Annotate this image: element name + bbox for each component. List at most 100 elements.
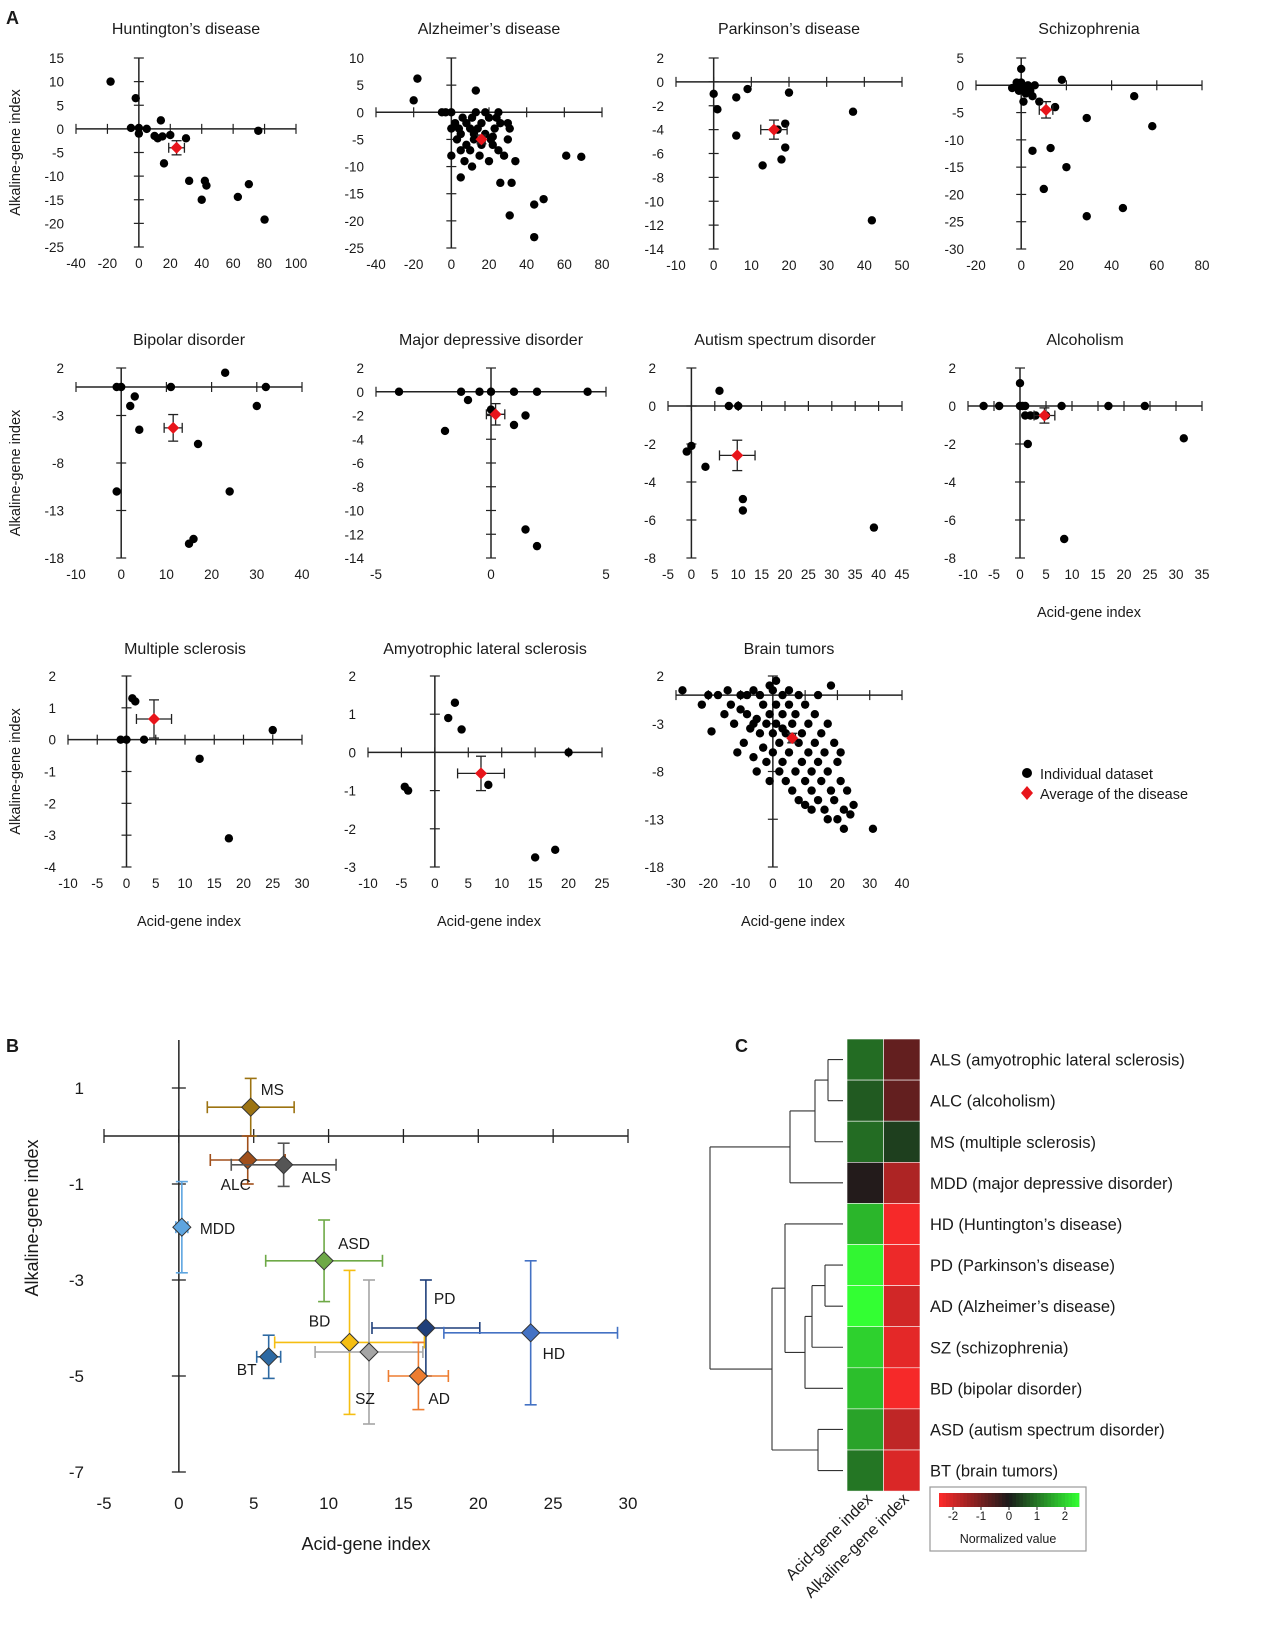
y-tick-label: -20: [344, 214, 364, 229]
colorbar-segment: [1023, 1493, 1027, 1507]
y-tick-label: 0: [356, 105, 364, 120]
series-label: MDD: [200, 1221, 235, 1238]
y-tick-label: -6: [652, 147, 664, 162]
combined-average-chart: -5 0 5 10 15 20 25 30 1 -1 -3 -5 -7 Acid-gene index Al…: [22, 1040, 637, 1554]
chart-title: Alcoholism: [1046, 332, 1123, 349]
colorbar-segment: [963, 1493, 968, 1507]
data-point: [778, 710, 787, 719]
data-point: [532, 541, 542, 551]
data-point: [1028, 92, 1037, 101]
average-marker: [273, 1155, 294, 1175]
data-point: [765, 710, 774, 719]
data-point: [820, 748, 829, 757]
data-point: [849, 800, 858, 810]
legend-dot-icon: [1022, 768, 1032, 778]
x-tick-label: 20: [781, 258, 796, 273]
data-point: [456, 146, 465, 155]
data-point: [817, 729, 826, 738]
data-point: [244, 179, 254, 189]
x-tick-label: 5: [711, 567, 719, 582]
data-point: [794, 795, 803, 805]
x-tick-label: 0: [688, 567, 696, 582]
y-tick-label: -20: [44, 216, 64, 231]
colorbar-segment: [1002, 1493, 1006, 1507]
data-point: [778, 690, 787, 700]
data-point: [742, 690, 752, 700]
colorbar-segment: [970, 1493, 975, 1507]
y-tick-label: -4: [352, 432, 364, 447]
y-tick-label: -8: [52, 456, 64, 471]
data-point: [749, 686, 758, 695]
y-tick-label: -12: [644, 218, 664, 233]
y-tick-label: -5: [352, 132, 364, 147]
data-point: [131, 697, 140, 706]
data-point: [142, 124, 151, 134]
series-label: ALC: [221, 1177, 251, 1194]
colorbar-segment: [953, 1493, 957, 1507]
data-point: [794, 690, 803, 700]
data-point: [117, 382, 126, 392]
data-point: [166, 130, 175, 140]
chart-title: Bipolar disorder: [133, 332, 246, 349]
x-tick-label: 5: [465, 876, 473, 891]
colorbar: -2 -1 0 1 2 Normalized value: [929, 1486, 1087, 1552]
data-point: [1020, 401, 1030, 411]
data-point: [749, 752, 758, 762]
x-tick-label: 35: [1194, 567, 1209, 582]
y-tick-label: -2: [944, 437, 956, 452]
legend-individual-label: Individual dataset: [1040, 767, 1153, 783]
data-point: [224, 834, 234, 843]
data-point: [800, 776, 810, 786]
average-marker: [731, 449, 744, 462]
data-point: [765, 776, 774, 786]
series-pd: PD: [371, 1279, 481, 1377]
x-tick-label: 10: [159, 567, 174, 582]
chart-title: Parkinson’s disease: [718, 21, 860, 38]
x-tick-label: 100: [285, 256, 308, 271]
y-tick-label: -14: [344, 551, 364, 566]
colorbar-segment: [960, 1493, 964, 1507]
colorbar-segment: [988, 1493, 992, 1507]
y-tick-label: -3: [52, 409, 64, 424]
x-tick-label: 5: [1042, 567, 1050, 582]
scatter-panel-8: -10 -5 0 5 10 15 20 25 30 3520-2-4-6-8AlcoholismA…: [944, 332, 1210, 621]
y-tick-label: -3: [652, 717, 664, 732]
data-point: [687, 441, 696, 451]
data-point: [771, 719, 781, 728]
series-ms: MS: [206, 1077, 295, 1137]
data-point: [130, 392, 139, 401]
y-tick-label: 2: [648, 361, 656, 376]
data-point: [475, 387, 484, 396]
x-tick-label: -5: [370, 567, 382, 582]
data-point: [409, 96, 418, 105]
heatmap-row: AD (Alzheimer’s disease): [846, 1285, 1116, 1327]
average-marker: [167, 421, 180, 434]
data-point: [738, 494, 748, 504]
data-point: [736, 705, 745, 714]
heatmap-cell: [846, 1162, 884, 1204]
data-point: [804, 748, 813, 757]
row-label: BD (bipolar disorder): [930, 1380, 1082, 1398]
y-tick-label: -1: [344, 784, 356, 799]
y-tick-label: -30: [944, 242, 964, 257]
x-tick-label: 20: [469, 1494, 488, 1513]
data-point: [810, 738, 820, 748]
data-point: [521, 525, 530, 534]
y-tick-label: 10: [349, 51, 364, 66]
y-tick-label: -2: [644, 437, 656, 452]
y-axis-label: Alkaline-gene index: [8, 707, 24, 834]
heatmap-cell: [883, 1367, 921, 1410]
scatter-panel-2: -40 -20 0 20 40 60 80 10 5 0 -5 -10 -15 -20 -25 Alzheim…: [344, 21, 609, 272]
data-point: [777, 155, 786, 164]
heatmap-cell: [883, 1162, 921, 1204]
x-tick-label: 80: [594, 257, 609, 272]
average-marker: [1038, 409, 1051, 422]
colorbar-segment: [974, 1493, 978, 1507]
colorbar-tick-label: 2: [1062, 1511, 1068, 1523]
data-point: [450, 698, 460, 707]
data-point: [509, 420, 519, 430]
data-point: [112, 487, 121, 496]
data-point: [1057, 401, 1066, 411]
heatmap-cell: [846, 1120, 884, 1163]
scatter-panel-1: -40 -20 0 20 40 60 80 100 15 10 5 0 -5 -10 -15 -20 -25 Hu…: [8, 21, 307, 271]
